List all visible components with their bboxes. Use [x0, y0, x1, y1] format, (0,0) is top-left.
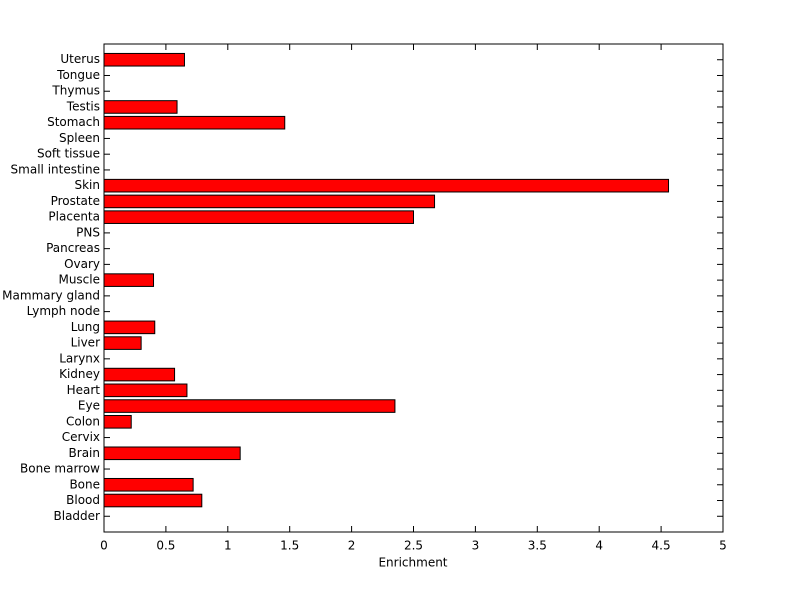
x-tick-label: 3.5	[528, 539, 547, 553]
bar	[103, 320, 156, 335]
bar	[103, 273, 155, 287]
x-tick-label: 2	[348, 539, 356, 553]
bar	[103, 100, 178, 114]
x-tick-label: 4	[595, 539, 603, 553]
y-tick-label: Lymph node	[27, 304, 100, 318]
y-tick-label: Liver	[71, 336, 101, 350]
bar	[103, 336, 142, 350]
x-tick-label: 5	[719, 539, 727, 553]
x-tick-label: 2.5	[404, 539, 423, 553]
y-tick-label: Blood	[66, 493, 100, 507]
y-tick-label: Heart	[67, 383, 101, 397]
y-tick-label: Placenta	[48, 210, 100, 224]
y-tick-label: Testis	[66, 99, 100, 113]
y-tick-label: Spleen	[59, 131, 100, 145]
y-tick-label: Colon	[66, 414, 100, 428]
bar	[103, 399, 396, 413]
x-tick-label: 4.5	[652, 539, 671, 553]
y-tick-label: Skin	[74, 178, 100, 192]
y-tick-label: PNS	[76, 225, 100, 239]
y-tick-label: Bone marrow	[20, 462, 100, 476]
y-tick-label: Kidney	[59, 367, 100, 381]
bar	[103, 415, 132, 429]
x-tick-label: 0.5	[156, 539, 175, 553]
y-tick-label: Small intestine	[11, 162, 100, 176]
y-tick-label: Ovary	[64, 257, 100, 271]
bar	[103, 178, 670, 193]
bar	[103, 493, 203, 508]
bar	[103, 52, 185, 67]
y-tick-label: Eye	[78, 399, 100, 413]
y-tick-label: Tongue	[56, 68, 100, 82]
bar	[103, 477, 194, 492]
y-tick-label: Thymus	[51, 84, 100, 98]
y-tick-label: Brain	[69, 446, 100, 460]
x-tick-label: 0	[100, 539, 108, 553]
bar	[103, 115, 286, 130]
y-tick-label: Prostate	[51, 194, 100, 208]
y-tick-label: Larynx	[59, 351, 100, 365]
bar	[103, 210, 414, 224]
x-tick-label: 1	[224, 539, 232, 553]
y-tick-label: Soft tissue	[37, 147, 100, 161]
y-tick-label: Cervix	[62, 430, 100, 444]
y-tick-label: Bone	[69, 477, 100, 491]
y-tick-label: Mammary gland	[2, 288, 100, 302]
y-tick-label: Pancreas	[46, 241, 100, 255]
bar	[103, 383, 188, 398]
x-axis-label: Enrichment	[378, 556, 447, 570]
bar	[103, 367, 176, 382]
bar	[103, 446, 241, 461]
y-tick-label: Stomach	[47, 115, 100, 129]
x-tick-label: 3	[472, 539, 480, 553]
y-tick-label: Uterus	[60, 52, 100, 66]
y-tick-label: Muscle	[58, 273, 100, 287]
y-tick-label: Bladder	[54, 509, 101, 523]
x-tick-label: 1.5	[280, 539, 299, 553]
bar	[103, 194, 436, 209]
y-tick-label: Lung	[71, 320, 100, 334]
